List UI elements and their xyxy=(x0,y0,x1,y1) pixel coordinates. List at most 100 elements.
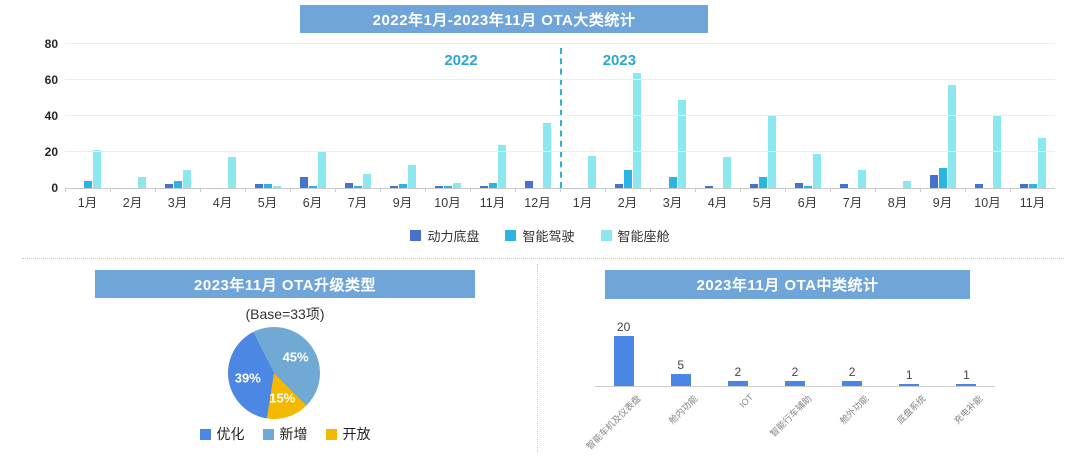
legend-item-智能驾驶: 智能驾驶 xyxy=(505,226,575,245)
x-tick-cell: IOT xyxy=(709,387,766,457)
x-tick-label: 4月 xyxy=(707,196,728,210)
x-tick-label: 11月 xyxy=(479,196,506,210)
mid-bar-slot: 2 xyxy=(824,365,881,386)
legend-swatch xyxy=(410,230,422,241)
bar-智能座舱 xyxy=(227,157,236,188)
main-chart-x-axis: 1月 2月 3月 4月 5月 6月 7月 9月 10月 11月 12月 1月 2月 3月 4月 5月 6月 7月 8… xyxy=(65,192,1055,214)
bar-动力底盘 xyxy=(344,182,353,188)
x-tick-label: 7月 xyxy=(842,196,863,210)
legend-swatch xyxy=(600,230,612,241)
bar-group xyxy=(515,44,560,188)
bar-value-label: 2 xyxy=(791,365,799,379)
x-tick-label: 8月 xyxy=(887,196,908,210)
bar-智能座舱 xyxy=(857,170,866,188)
bar-舱外功能 xyxy=(842,381,863,386)
legend-label: 动力底盘 xyxy=(427,229,480,244)
x-tick-label: 3月 xyxy=(662,196,683,210)
bar-智能座舱 xyxy=(362,173,371,188)
bar-智能座舱 xyxy=(677,99,686,188)
x-tick-label: 智能行车辅助 xyxy=(768,393,814,439)
bar-group xyxy=(875,44,920,188)
legend-label: 优化 xyxy=(216,426,245,442)
main-chart-title: 2022年1月-2023年11月 OTA大类统计 xyxy=(300,5,708,33)
bar-智能驾驶 xyxy=(173,180,182,188)
mid-bar-slot: 1 xyxy=(938,368,995,386)
x-tick-label: 2月 xyxy=(122,196,143,210)
x-tick-label: 4月 xyxy=(212,196,233,210)
bar-value-label: 20 xyxy=(616,320,631,334)
bar-动力底盘 xyxy=(434,186,443,188)
bar-智能车机及仪表盘 xyxy=(613,336,634,386)
y-tick-label: 40 xyxy=(44,109,58,123)
bar-智能座舱 xyxy=(992,116,1001,188)
bar-IOT xyxy=(727,381,748,386)
x-tick-label: IOT xyxy=(737,392,755,410)
bar-智能座舱 xyxy=(542,123,551,188)
bar-智能驾驶 xyxy=(263,184,272,188)
main-chart-legend: 动力底盘 智能驾驶 智能座舱 xyxy=(0,226,1080,245)
main-bars xyxy=(65,44,1055,188)
x-tick-label: 底盘系统 xyxy=(895,393,928,426)
pie-slice-label-优化: 39% xyxy=(234,370,261,386)
bar-动力底盘 xyxy=(929,175,938,188)
x-tick-cell: 智能行车辅助 xyxy=(766,387,823,457)
bar-智能座舱 xyxy=(722,157,731,188)
x-tick-label: 充电补能 xyxy=(952,393,985,426)
bar-动力底盘 xyxy=(299,177,308,188)
mid-bar-slot: 20 xyxy=(595,320,652,386)
bar-智能驾驶 xyxy=(488,182,497,188)
bar-动力底盘 xyxy=(1019,184,1028,188)
bar-动力底盘 xyxy=(524,180,533,188)
y-tick-label: 0 xyxy=(51,181,58,195)
bar-group xyxy=(335,44,380,188)
bar-动力底盘 xyxy=(839,184,848,188)
bar-动力底盘 xyxy=(389,186,398,188)
legend-swatch xyxy=(325,428,337,440)
x-tick-label: 10月 xyxy=(434,196,461,210)
bar-智能座舱 xyxy=(317,152,326,188)
bar-group xyxy=(785,44,830,188)
bar-智能座舱 xyxy=(902,180,911,188)
vertical-separator xyxy=(537,264,538,452)
bar-智能驾驶 xyxy=(623,170,632,188)
bar-智能座舱 xyxy=(812,153,821,188)
pie-slice-label-新增: 45% xyxy=(282,349,309,365)
gridline xyxy=(65,151,1055,152)
bar-智能座舱 xyxy=(587,155,596,188)
bar-group xyxy=(830,44,875,188)
mid-chart-x-axis: 智能车机及仪表盘 舱内功能 IOT 智能行车辅助 舱外功能 底盘系统 充电补能 xyxy=(584,387,995,457)
x-tick-cell: 底盘系统 xyxy=(881,387,938,457)
bar-智能座舱 xyxy=(452,182,461,188)
bar-充电补能 xyxy=(956,383,977,386)
bar-智能座舱 xyxy=(137,177,146,188)
main-chart-y-axis: 0 20 40 60 80 xyxy=(28,37,58,195)
bar-动力底盘 xyxy=(614,184,623,188)
mid-bar-slot: 1 xyxy=(881,367,938,386)
x-tick-label: 5月 xyxy=(752,196,773,210)
y-tick-label: 60 xyxy=(44,73,58,87)
bar-group xyxy=(290,44,335,188)
year-label-2023: 2023 xyxy=(602,52,637,69)
gridline xyxy=(65,79,1055,80)
y-tick-label: 20 xyxy=(44,145,58,159)
legend-label: 新增 xyxy=(279,426,308,442)
bar-动力底盘 xyxy=(704,186,713,188)
x-tick-cell: 舱外功能 xyxy=(824,387,881,457)
bar-舱内功能 xyxy=(670,373,691,386)
legend-item-智能座舱: 智能座舱 xyxy=(600,226,670,245)
legend-label: 智能驾驶 xyxy=(522,229,575,244)
bar-动力底盘 xyxy=(794,182,803,188)
y-tick-label: 80 xyxy=(44,37,58,51)
bar-智能驾驶 xyxy=(443,186,452,188)
bar-智能驾驶 xyxy=(353,186,362,188)
bar-value-label: 1 xyxy=(905,367,913,382)
x-tick-label: 11月 xyxy=(1019,196,1046,210)
gridline xyxy=(65,43,1055,44)
x-tick-label: 12月 xyxy=(524,196,551,210)
bar-智能座舱 xyxy=(182,170,191,188)
bar-智能驾驶 xyxy=(938,168,947,188)
main-plot: 2022 2023 xyxy=(65,43,1055,192)
legend-label: 开放 xyxy=(342,426,371,442)
x-tick-cell: 充电补能 xyxy=(938,387,995,457)
